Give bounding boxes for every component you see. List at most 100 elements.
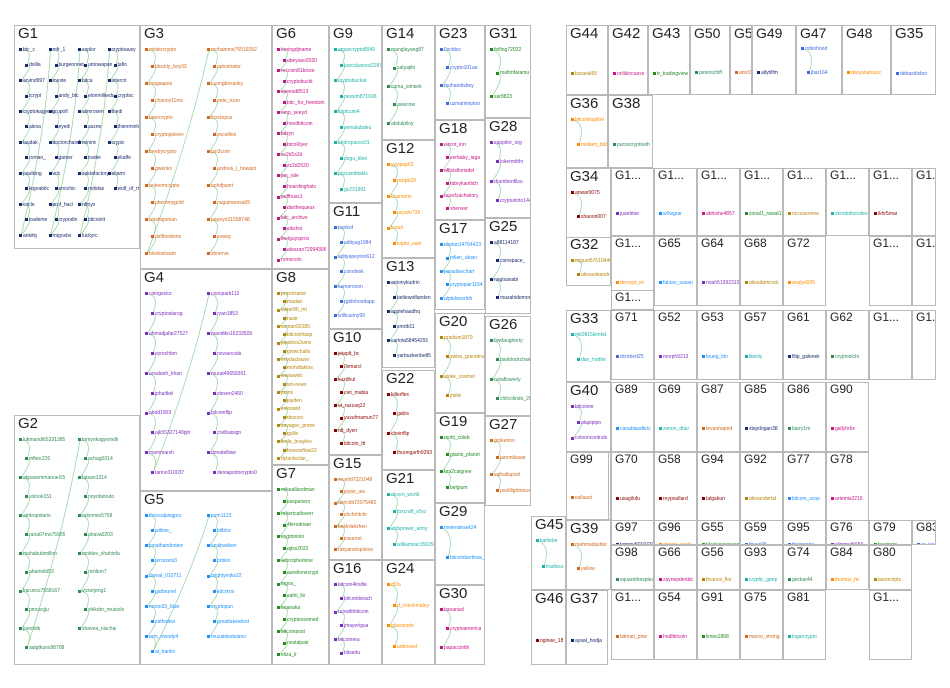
graph-node: roman_ xyxy=(25,155,46,161)
cluster-label: G53 xyxy=(701,310,724,324)
graph-node: manglayang87 xyxy=(387,47,424,53)
graph-node: notaflowerly xyxy=(490,377,521,383)
graph-node: aleszan72994396 xyxy=(283,247,326,253)
graph-node: andy_btc xyxy=(55,93,79,99)
graph-node: coingecko xyxy=(145,291,172,297)
cluster-label: G39 xyxy=(570,520,599,537)
graph-node: erlvdacbazer xyxy=(277,357,310,363)
cluster-label: G1... xyxy=(916,168,936,182)
graph-node: nusxfzachsitory xyxy=(440,193,478,199)
cluster-box: G19 motti_coleb giants_planet bra2caignee be… xyxy=(435,413,485,503)
cluster-box: G93 cryptic_geep xyxy=(740,545,783,590)
cluster-box: G33 mk0815kimhd dan_hodler xyxy=(566,310,611,382)
graph-node: a88114187 xyxy=(490,240,519,246)
cluster-box: G1... w0wgrar xyxy=(654,168,697,236)
graph-node: gatbrunel xyxy=(151,589,176,595)
cluster-label: G1... xyxy=(916,236,936,250)
graph-node: thienminhanhain xyxy=(114,124,140,130)
graph-node: chance11ms xyxy=(151,98,183,104)
cluster-box: G34 anwar0075 shaoon007 xyxy=(566,168,611,238)
graph-edge xyxy=(79,49,110,236)
graph-node: chchrhlchr xyxy=(340,512,367,518)
cluster-label: G92 xyxy=(744,452,767,466)
graph-node: pumx xyxy=(277,390,293,396)
graph-node: alptekinerbilr xyxy=(440,296,472,302)
graph-node: alexa xyxy=(25,124,41,130)
cluster-edges xyxy=(335,227,345,317)
cluster-label: G66 xyxy=(658,545,681,559)
graph-node: jayden xyxy=(283,398,302,404)
graph-node: tafio xyxy=(114,62,127,68)
graph-node: tradlocs xyxy=(542,564,564,570)
cluster-box: G1 btc_c doilla arvind997 tcrypt cryptokagyen… xyxy=(14,25,140,249)
graph-node: shnerve xyxy=(207,251,229,257)
cluster-box: G5 thescalpingpro wilime_ jonathandonten ter… xyxy=(140,491,272,665)
graph-node: elonmilkedc xyxy=(84,93,114,99)
graph-node: meste xyxy=(49,78,67,84)
graph-node: hodlbitcoin xyxy=(659,634,687,640)
graph-node: paulking xyxy=(19,171,42,177)
graph-node: zonal1_rawat12 xyxy=(745,211,782,217)
graph-node: tatsan1314 xyxy=(78,475,107,481)
cluster-label: G5 xyxy=(144,491,165,508)
graph-node: vck xyxy=(49,171,61,177)
cluster-box: G12 yyyipup62 mzipb29 0xaronrix uzyahr735 fox… xyxy=(382,140,435,258)
graph-node: minimi xyxy=(78,140,96,146)
cluster-box: G87 tevanhapnd xyxy=(697,382,740,452)
graph-node: arbrcipherlone xyxy=(277,558,313,564)
cluster-label: G65 xyxy=(658,236,681,250)
cluster-box: G65 fabian_susan xyxy=(654,236,697,306)
graph-node: ajtss2022 xyxy=(283,546,308,552)
cluster-label: G54 xyxy=(658,590,681,604)
graph-edge xyxy=(152,293,210,474)
graph-node: anic06564 xyxy=(735,70,751,76)
cluster-box: G9 atgaxcrypto8045 burcukanexi2287 cryptobu… xyxy=(329,25,382,203)
graph-node: prof_haci xyxy=(49,202,74,208)
graph-node: bitcoiner xyxy=(571,404,594,410)
graph-node: omp_seeyd xyxy=(277,110,307,116)
graph-node: chilcolindo_2017 xyxy=(496,396,530,402)
graph-node: gniwchallo xyxy=(283,349,310,355)
graph-node: washigonian xyxy=(145,217,177,223)
cluster-box: G6 boringdjname abeyaso2020 reccoin81bicee c… xyxy=(272,25,329,269)
graph-node: insurent xyxy=(340,536,362,542)
graph-node: moon33_blue xyxy=(145,604,179,610)
graph-node: mellam_bbb xyxy=(577,142,607,148)
cluster-label: G40 xyxy=(570,382,599,399)
graph-node: 0xaronrix xyxy=(387,194,412,200)
cluster-box: G2 lukmandi65331385 mfleic220 akpasemmanuel… xyxy=(14,415,140,665)
graph-node: bra2caignee xyxy=(440,469,472,475)
cluster-box: G95 themoonc xyxy=(783,520,826,545)
graph-node: poolilightnouse xyxy=(496,488,530,494)
graph-node: themoonc xyxy=(788,542,814,545)
cluster-box: G76 slimmat5656 xyxy=(826,520,869,545)
graph-node: blackswanearns xyxy=(702,542,739,545)
graph-node: miguel57610440 xyxy=(571,258,610,264)
graph-node: bwdaugherty xyxy=(490,338,523,344)
cluster-label: G29 xyxy=(439,503,468,520)
graph-node: blockly_boy33 xyxy=(151,64,187,70)
graph-node: beltewolfanden xyxy=(393,295,431,301)
graph-node: ajk55327140pjh xyxy=(151,430,190,436)
cluster-box: G35 debashlsbor xyxy=(891,25,936,95)
graph-node: mahmudasltar xyxy=(571,542,607,548)
graph-node: motti_coleb xyxy=(440,435,470,441)
graph-node: xemalubdeu xyxy=(340,125,371,131)
graph-node: enochic xyxy=(55,186,76,192)
graph-node: breezeflow22 xyxy=(283,448,317,454)
cluster-label: G64 xyxy=(701,236,724,250)
graph-node: madan xyxy=(283,299,302,305)
graph-edge xyxy=(441,527,451,558)
graph-node: alimrosen xyxy=(78,109,104,115)
graph-node: nuguinaresa65 xyxy=(213,200,250,206)
graph-node: themoonhalley xyxy=(616,309,653,310)
cluster-box: G1... skonbdocrotes xyxy=(826,168,869,236)
graph-node: greattakeahod xyxy=(213,619,249,625)
cluster-label: G1... xyxy=(615,290,642,304)
graph-node: mcehtl7221048 xyxy=(334,477,372,483)
graph-node: thuya05 xyxy=(745,542,767,545)
graph-node: coleoncontrals xyxy=(571,435,607,441)
cluster-label: G80 xyxy=(873,545,896,559)
graph-node: onlikincuess xyxy=(613,71,644,77)
cluster-box: G1... nccusernew xyxy=(783,168,826,236)
